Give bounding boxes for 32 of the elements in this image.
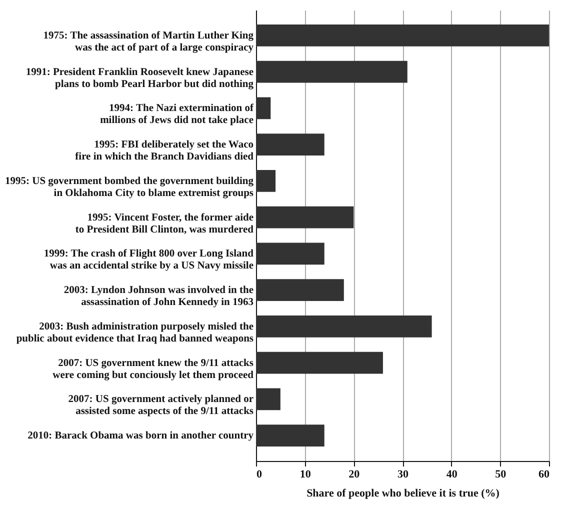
y-tick-label: 1999: The crash of Flight 800 over Long Island was an accidental strike by a US Navy missile <box>44 248 254 272</box>
x-tick-label: 0 <box>256 468 262 480</box>
bar <box>256 352 383 374</box>
x-tick-label: 50 <box>495 468 507 480</box>
y-tick-label: 1991: President Franklin Roosevelt knew Japanese plans to bomb Pearl Harbor but did nothing <box>26 66 254 90</box>
y-tick-label: 2007: US government actively planned or assisted some aspects of the 9/11 attacks <box>68 394 254 418</box>
bar <box>256 242 324 265</box>
y-tick-label: 2003: Bush administration purposely misled the public about evidence that Iraq had banned weapons <box>16 321 254 344</box>
y-tick-label: 1995: US government bombed the government building in Oklahoma City to blame extremist groups <box>4 176 254 199</box>
bar <box>256 279 344 301</box>
y-tick-label: 1994: The Nazi extermination of millions of Jews did not take place <box>100 103 254 126</box>
bar <box>256 424 324 446</box>
x-tick-label: 10 <box>300 468 312 480</box>
bar <box>256 388 280 410</box>
y-tick-label: 1995: FBI deliberately set the Waco fire in which the Branch Davidians died <box>75 140 254 163</box>
bar <box>256 60 408 83</box>
y-tick-label: 1995: Vincent Foster, the former aide to President Bill Clinton, was murdered <box>75 212 254 236</box>
bar <box>256 134 324 156</box>
bar <box>256 24 549 46</box>
y-tick-label: 2003: Lyndon Johnson was involved in the assassination of John Kennedy in 1963 <box>64 285 254 308</box>
bar <box>256 316 432 338</box>
bar <box>256 97 271 120</box>
y-tick-label: 1975: The assassination of Martin Luther King was the act of part of a large conspiracy <box>43 30 254 54</box>
y-tick-label: 2010: Barack Obama was born in another country <box>28 430 254 442</box>
x-tick-label: 20 <box>348 468 360 480</box>
bar <box>256 206 354 228</box>
y-tick-label: 2007: US government knew the 9/11 attacks were coming but conciously let them proceed <box>52 358 254 381</box>
x-tick-label: 30 <box>398 468 409 480</box>
x-tick-label: 60 <box>538 468 550 480</box>
x-axis-title: Share of people who believe it is true (%) <box>306 488 500 500</box>
bar <box>256 170 276 192</box>
x-tick-label: 40 <box>446 468 458 480</box>
